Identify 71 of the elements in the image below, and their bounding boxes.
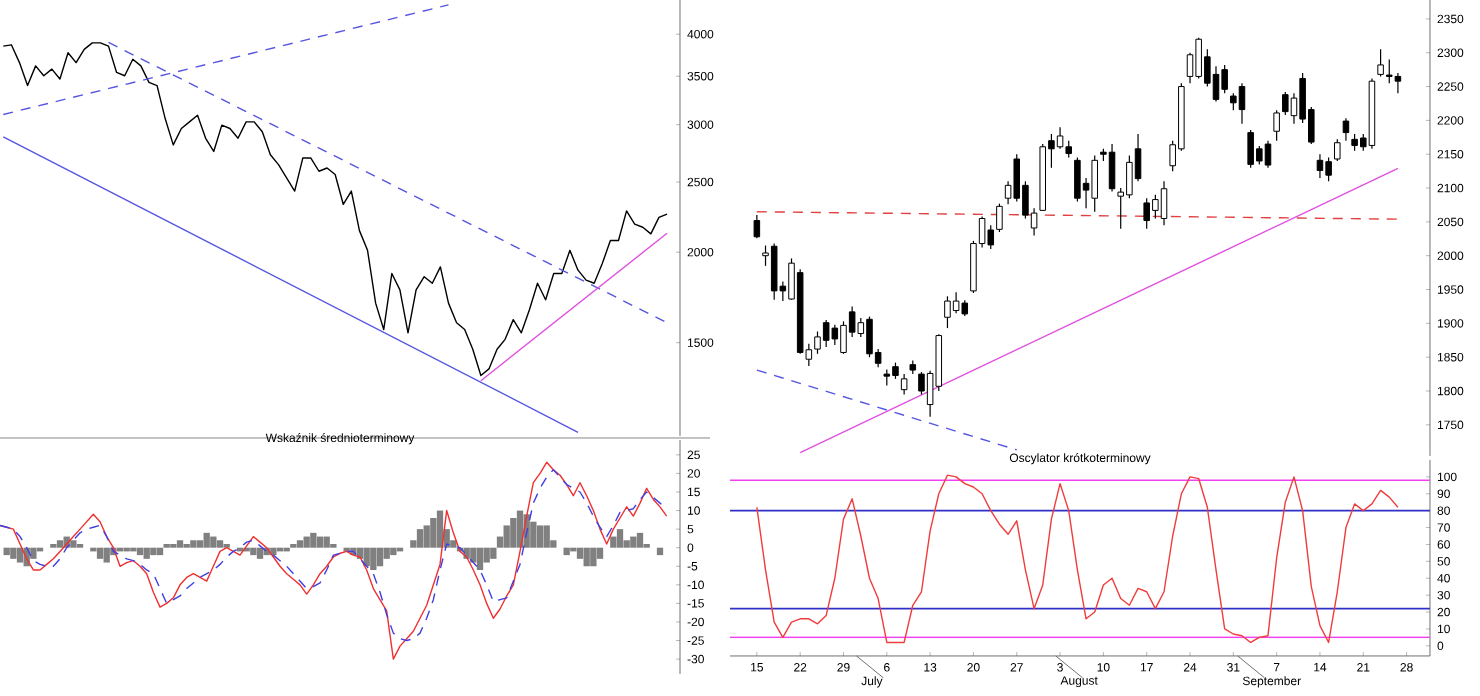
bar [196, 540, 204, 548]
bar [70, 540, 77, 548]
bar [103, 547, 110, 563]
bar [16, 547, 24, 563]
bar [10, 547, 17, 559]
candlestick [1273, 109, 1280, 142]
bar [616, 529, 624, 548]
bar [530, 521, 537, 548]
candlestick [1334, 138, 1341, 162]
bar [370, 547, 377, 570]
candlestick [1074, 157, 1081, 203]
line-series [2, 42, 668, 377]
bar [203, 532, 210, 548]
candlestick [1325, 157, 1332, 182]
bar [503, 525, 510, 548]
bar [143, 547, 150, 559]
candlestick [1091, 154, 1098, 213]
candlestick [770, 242, 778, 301]
bar [216, 540, 224, 548]
bar [543, 525, 550, 548]
candlestick [1394, 72, 1402, 94]
bar [630, 536, 637, 548]
candlestick [1342, 117, 1350, 142]
bar [56, 540, 64, 548]
bar [510, 517, 517, 548]
bar [490, 547, 497, 559]
bar [476, 547, 484, 570]
bar [190, 540, 197, 548]
candlestick [822, 319, 830, 348]
bar [430, 517, 437, 548]
bar [610, 536, 617, 548]
bar [210, 536, 217, 548]
candlestick [1108, 143, 1116, 193]
bar [436, 510, 444, 548]
candlestick [900, 373, 908, 396]
bar [536, 525, 544, 548]
bar [96, 547, 104, 559]
bar [30, 547, 37, 559]
bar [470, 547, 477, 563]
bar [416, 529, 424, 548]
candlestick [1264, 140, 1272, 169]
bar [376, 547, 384, 567]
bar [590, 547, 597, 567]
bar [316, 536, 324, 548]
candlestick [1316, 153, 1324, 179]
bar [390, 547, 397, 556]
bar [583, 547, 590, 567]
bar [296, 540, 304, 548]
candlestick [1221, 64, 1228, 94]
candlestick [831, 324, 839, 346]
bar [636, 532, 644, 548]
candlestick [952, 291, 960, 314]
candlestick [1056, 126, 1064, 150]
bar [323, 536, 330, 548]
bar [250, 547, 257, 556]
bar [176, 540, 184, 548]
bar [270, 547, 277, 556]
candlestick [753, 214, 761, 239]
bar [310, 532, 317, 548]
bar [483, 547, 490, 563]
candlestick [1160, 180, 1168, 226]
bar [576, 547, 584, 559]
candlestick [1385, 58, 1393, 84]
bar [383, 547, 390, 559]
candlestick [1238, 82, 1246, 125]
bar [596, 547, 604, 559]
bar [150, 547, 157, 556]
candlestick [1282, 91, 1289, 116]
bar [423, 525, 430, 548]
bar [256, 547, 264, 559]
bar [303, 536, 310, 548]
